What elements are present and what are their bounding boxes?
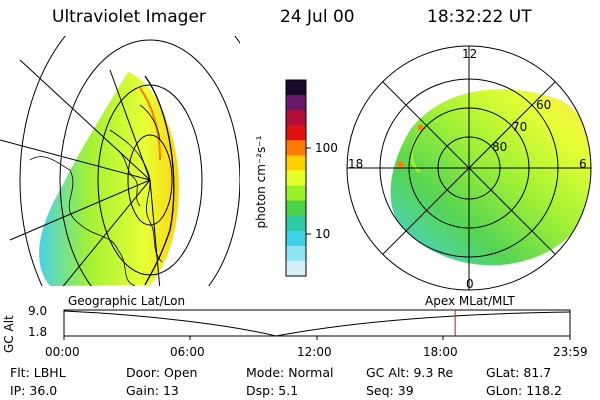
mlt-label-18: 18 xyxy=(348,157,364,171)
info-value: 36.0 xyxy=(29,383,58,398)
meridian xyxy=(9,179,151,241)
coastline xyxy=(109,129,163,263)
colorbar-tick: 100 xyxy=(315,141,338,155)
left-caption: Geographic Lat/Lon xyxy=(68,294,186,308)
colorbar-segment xyxy=(286,170,306,187)
timeline-xtick: 06:00 xyxy=(170,345,205,359)
colorbar-segment xyxy=(286,230,306,247)
colorbar-segment xyxy=(286,200,306,217)
colorbar-segment xyxy=(286,80,306,96)
info-value: 9.3 Re xyxy=(413,365,454,380)
info-value: Normal xyxy=(288,365,334,380)
meridian xyxy=(62,179,151,286)
info-value: LBHL xyxy=(33,365,66,380)
title: Ultraviolet Imager xyxy=(52,7,206,27)
aurora-emission xyxy=(39,72,179,286)
mlat-label-60: 60 xyxy=(536,98,552,112)
info-value: 5.1 xyxy=(278,383,299,398)
info-key: Mode: xyxy=(246,365,285,380)
timeline-xtick: 00:00 xyxy=(45,345,80,359)
timeline-ytick: 9.0 xyxy=(28,304,48,318)
colorbar-segment xyxy=(286,185,306,202)
timeline-xtick: 12:00 xyxy=(297,345,332,359)
info-key: Door: xyxy=(126,365,161,380)
info-value: 39 xyxy=(397,383,414,398)
timeline-xtick: 23:59 xyxy=(553,345,588,359)
geographic-image xyxy=(0,36,240,286)
colorbar-segment xyxy=(286,110,306,126)
coastline xyxy=(29,156,136,286)
meridian xyxy=(0,139,151,181)
mlt-label-6: 6 xyxy=(579,157,587,171)
info-key: Flt: xyxy=(10,365,30,380)
colorbar-segment xyxy=(286,140,306,156)
timeline-xtick: 18:00 xyxy=(423,345,458,359)
info-key: GLat: xyxy=(486,365,520,380)
colorbar-tick: 10 xyxy=(315,227,331,241)
mlt-label-0: 0 xyxy=(466,277,474,291)
info-value: 81.7 xyxy=(523,365,552,380)
right-caption: Apex MLat/MLT xyxy=(425,294,515,308)
coastline xyxy=(117,149,141,207)
colorbar-segment xyxy=(286,260,306,277)
timeline-ytick: 1.8 xyxy=(28,325,48,339)
colorbar-segment xyxy=(286,125,306,141)
date: 24 Jul 00 xyxy=(280,7,355,27)
colorbar-segment xyxy=(286,215,306,232)
timeline-ylabel: GC Alt xyxy=(2,315,16,353)
colorbar-segment xyxy=(286,155,306,171)
auroral-oval xyxy=(390,89,591,266)
limb xyxy=(144,75,175,286)
colorbar-segment xyxy=(286,95,306,111)
info-key: IP: xyxy=(10,383,26,398)
meridian xyxy=(149,179,161,286)
colorbar xyxy=(285,79,311,277)
info-key: Gain: xyxy=(126,383,159,398)
info-key: GC Alt: xyxy=(366,365,410,380)
mlat-label-80: 80 xyxy=(492,140,508,154)
lat-circle xyxy=(59,39,240,286)
coastline xyxy=(139,104,161,141)
lat-circle xyxy=(127,134,173,226)
colorbar-label: photon cm⁻²s⁻¹ xyxy=(254,135,268,229)
info-key: Dsp: xyxy=(246,383,275,398)
mlt-label-12: 12 xyxy=(462,47,478,61)
mlt-line xyxy=(382,81,556,255)
aurora-peak-band xyxy=(139,87,161,161)
mlat-label-70: 70 xyxy=(512,120,528,134)
info-value: 118.2 xyxy=(526,383,562,398)
info-key: GLon: xyxy=(486,383,523,398)
polar-image xyxy=(346,45,592,291)
colorbar-segment xyxy=(286,245,306,262)
timeline-plot xyxy=(63,309,571,340)
time: 18:32:22 UT xyxy=(427,7,532,27)
meridian xyxy=(19,59,151,181)
info-key: Seq: xyxy=(366,383,394,398)
info-value: Open xyxy=(164,365,198,380)
info-value: 13 xyxy=(162,383,179,398)
altitude-curve xyxy=(63,310,571,337)
lat-circle xyxy=(19,36,240,286)
